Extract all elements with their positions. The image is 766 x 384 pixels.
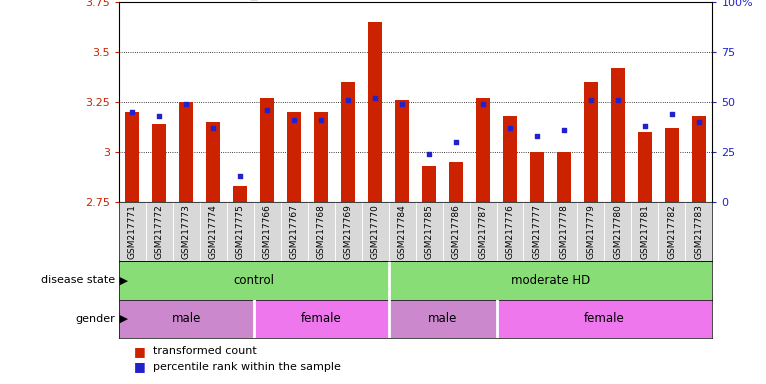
Bar xyxy=(638,132,652,202)
Bar xyxy=(395,100,409,202)
Point xyxy=(315,117,327,123)
Bar xyxy=(584,82,597,202)
Bar xyxy=(126,112,139,202)
Text: GSM217779: GSM217779 xyxy=(587,205,595,260)
Text: GSM217780: GSM217780 xyxy=(614,205,623,260)
Text: female: female xyxy=(301,312,342,325)
Point xyxy=(692,119,705,125)
Text: GSM217773: GSM217773 xyxy=(182,205,191,260)
Text: GSM217775: GSM217775 xyxy=(236,205,244,260)
Bar xyxy=(503,116,517,202)
Bar xyxy=(254,300,388,338)
Bar xyxy=(179,102,193,202)
Text: GSM217778: GSM217778 xyxy=(559,205,568,260)
Text: male: male xyxy=(428,312,457,325)
Text: GSM217786: GSM217786 xyxy=(451,205,460,260)
Bar xyxy=(450,162,463,202)
Bar xyxy=(342,82,355,202)
Bar xyxy=(557,152,571,202)
Text: disease state: disease state xyxy=(41,275,115,285)
Text: GSM217787: GSM217787 xyxy=(479,205,487,260)
Text: GSM217776: GSM217776 xyxy=(506,205,515,260)
Text: male: male xyxy=(172,312,201,325)
Text: gender: gender xyxy=(75,314,115,324)
Text: transformed count: transformed count xyxy=(153,346,257,356)
Point xyxy=(639,122,651,129)
Text: GSM217768: GSM217768 xyxy=(316,205,326,260)
Point xyxy=(612,97,624,103)
Point xyxy=(153,113,165,119)
Point xyxy=(342,97,354,103)
Point xyxy=(531,132,543,139)
Text: GSM217782: GSM217782 xyxy=(667,205,676,259)
Text: GSM217783: GSM217783 xyxy=(695,205,703,260)
Point xyxy=(207,125,219,131)
Bar xyxy=(368,22,381,202)
Point xyxy=(288,117,300,123)
Bar xyxy=(119,300,254,338)
Bar xyxy=(260,98,274,202)
Text: ▶: ▶ xyxy=(116,314,129,324)
Point xyxy=(423,151,435,157)
Bar xyxy=(530,152,544,202)
Text: GSM217771: GSM217771 xyxy=(128,205,136,260)
Text: GSM217767: GSM217767 xyxy=(290,205,299,260)
Point xyxy=(504,125,516,131)
Point xyxy=(126,109,139,115)
Text: ■: ■ xyxy=(134,345,146,358)
Point xyxy=(180,101,192,107)
Bar xyxy=(287,112,301,202)
Bar xyxy=(665,128,679,202)
Point xyxy=(477,101,489,107)
Bar xyxy=(314,112,328,202)
Text: control: control xyxy=(233,274,274,287)
Text: GSM217785: GSM217785 xyxy=(424,205,434,260)
Text: GSM217777: GSM217777 xyxy=(532,205,542,260)
Text: percentile rank within the sample: percentile rank within the sample xyxy=(153,362,341,372)
Bar xyxy=(388,300,496,338)
Text: ▶: ▶ xyxy=(116,275,129,285)
Text: GSM217766: GSM217766 xyxy=(263,205,272,260)
Text: moderate HD: moderate HD xyxy=(511,274,590,287)
Point xyxy=(558,127,570,133)
Text: female: female xyxy=(584,312,625,325)
Bar xyxy=(611,68,625,202)
Text: ■: ■ xyxy=(134,360,146,373)
Point xyxy=(396,101,408,107)
Text: GSM217772: GSM217772 xyxy=(155,205,164,259)
Text: GSM217781: GSM217781 xyxy=(640,205,650,260)
Bar xyxy=(152,124,166,202)
Bar xyxy=(422,166,436,202)
Bar xyxy=(234,185,247,202)
Bar xyxy=(692,116,705,202)
Text: GSM217784: GSM217784 xyxy=(398,205,407,259)
Bar xyxy=(206,122,220,202)
Point xyxy=(369,95,381,101)
Point xyxy=(234,172,247,179)
Text: GSM217774: GSM217774 xyxy=(208,205,218,259)
Point xyxy=(666,111,678,117)
Point xyxy=(584,97,597,103)
Point xyxy=(261,107,273,113)
Text: GSM217769: GSM217769 xyxy=(344,205,352,260)
Text: GSM217770: GSM217770 xyxy=(371,205,380,260)
Bar xyxy=(476,98,489,202)
Bar xyxy=(496,300,712,338)
Point xyxy=(450,139,462,145)
